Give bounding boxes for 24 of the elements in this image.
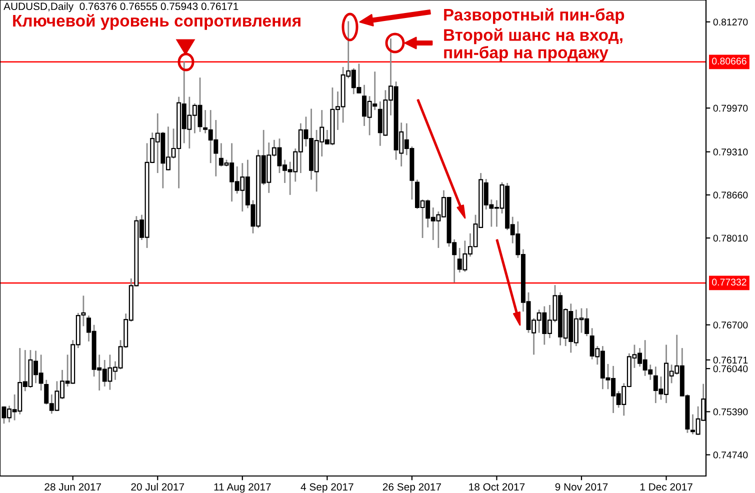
annotation: Второй шанс на вход, пин-бар на продажу xyxy=(444,28,622,62)
ref-line-label: 0.77332 xyxy=(712,278,746,286)
x-tick-label: 18 Oct 2017 xyxy=(469,483,525,491)
y-tick-label: 0.75390 xyxy=(713,408,748,416)
y-tick-label: 0.78660 xyxy=(713,192,748,199)
y-tick-label: 0.79310 xyxy=(713,148,748,156)
x-tick-label: 20 Jul 2017 xyxy=(131,482,184,491)
y-tick-label: 0.79970 xyxy=(713,104,748,112)
y-tick-label: 0.81270 xyxy=(713,18,748,26)
x-tick-label: 1 Dec 2017 xyxy=(640,483,692,491)
chart-title: AUDUSD,Daily 0.76376 0.76555 0.75943 0.76171 xyxy=(4,2,238,12)
x-tick-label: 28 Jun 2017 xyxy=(44,483,102,491)
y-tick-label: 0.76040 xyxy=(713,365,748,372)
x-tick-label: 9 Nov 2017 xyxy=(555,483,608,491)
annotation: Ключевой уровень сопротивления xyxy=(13,14,300,30)
x-tick-label: 26 Sep 2017 xyxy=(382,483,441,493)
annotation: Разворотный пин-бар xyxy=(444,8,624,24)
x-tick-label: 4 Sep 2017 xyxy=(300,483,354,493)
y-tick-label: 0.74740 xyxy=(713,452,748,458)
y-tick-label: 0.76700 xyxy=(713,322,748,328)
x-tick-label: 11 Aug 2017 xyxy=(214,483,271,493)
ref-line-label: 0.80666 xyxy=(712,58,746,65)
y-tick-label: 0.76171 xyxy=(713,356,748,364)
y-tick-label: 0.78010 xyxy=(713,234,748,242)
